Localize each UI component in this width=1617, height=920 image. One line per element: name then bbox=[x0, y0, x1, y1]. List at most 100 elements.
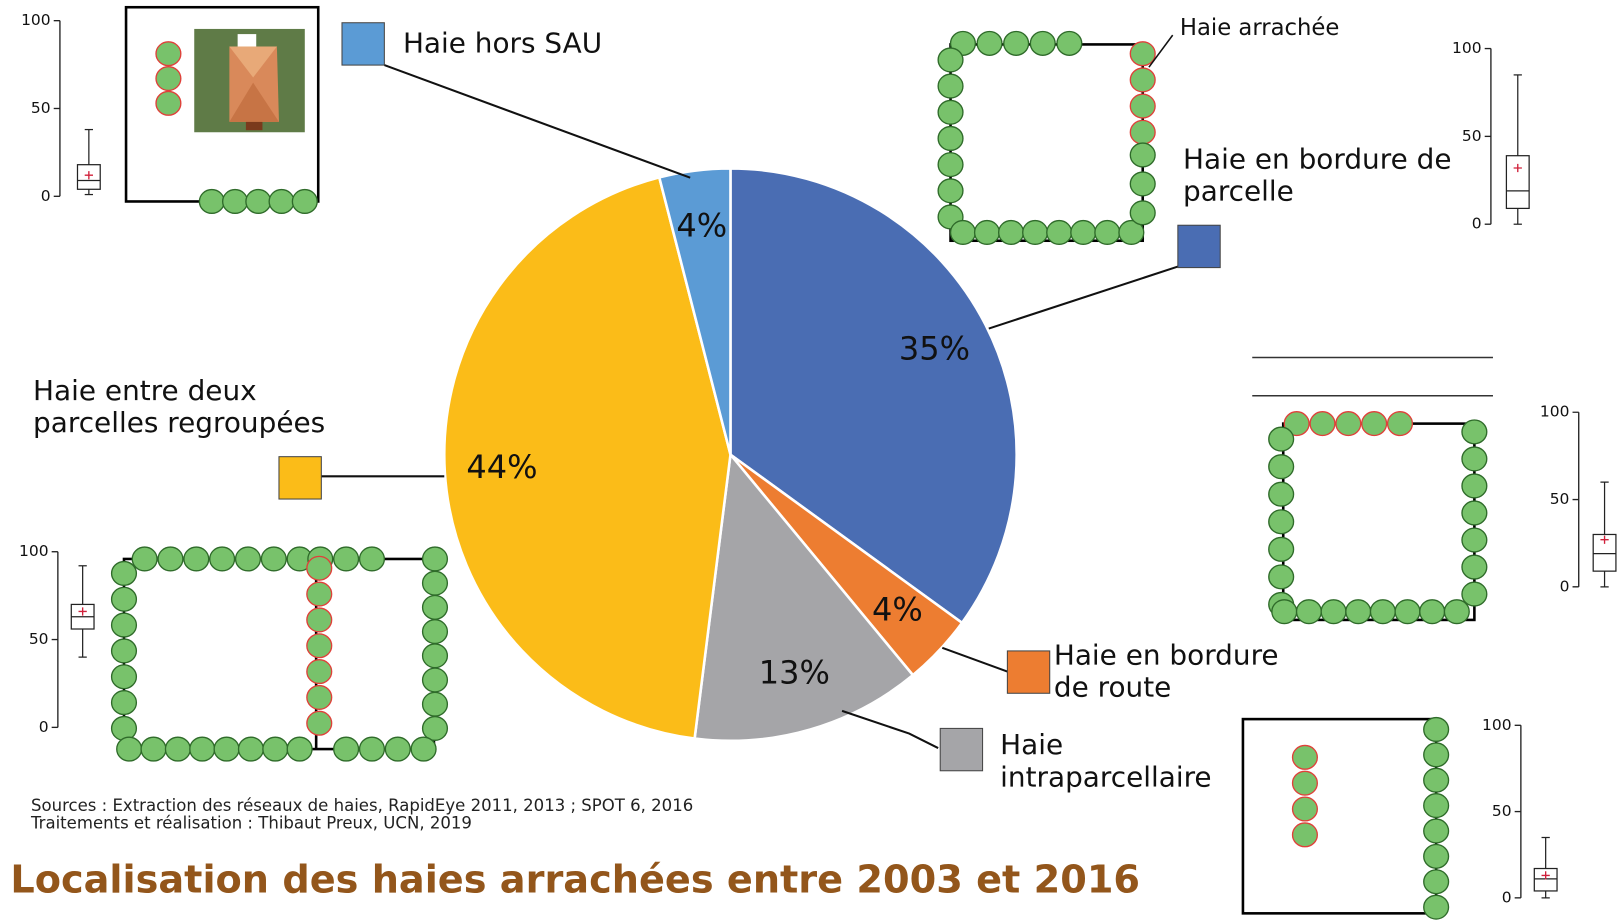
hedge-tree bbox=[976, 30, 1003, 56]
hedge-tree bbox=[1129, 67, 1156, 93]
hedge-tree bbox=[306, 659, 333, 685]
box bbox=[1533, 867, 1558, 892]
hedge-tree bbox=[1461, 446, 1488, 472]
hedge-tree bbox=[1129, 41, 1156, 67]
hedge-tree bbox=[155, 41, 182, 67]
annotation: Haie arrachée bbox=[1180, 15, 1340, 41]
hedge-tree bbox=[1046, 219, 1073, 246]
annotation-line bbox=[1148, 34, 1174, 68]
y-tick-label: 0 bbox=[1502, 888, 1512, 906]
y-tick-label: 0 bbox=[1560, 577, 1570, 595]
hedge-tree bbox=[1423, 767, 1450, 793]
hedge-tree bbox=[421, 570, 449, 596]
hedge-tree bbox=[1443, 599, 1470, 625]
hedge-tree bbox=[1461, 473, 1488, 499]
legend-label: Haie hors SAU bbox=[402, 27, 603, 60]
hedge-tree bbox=[1461, 419, 1488, 445]
hedge-tree bbox=[333, 546, 360, 572]
legend-swatch bbox=[341, 22, 385, 66]
hedge-tree bbox=[1129, 93, 1156, 119]
slice-label: 4% bbox=[676, 206, 727, 244]
hedge-tree bbox=[1461, 527, 1488, 553]
y-tick-label: 50 bbox=[1492, 802, 1512, 820]
y-tick-label: 50 bbox=[31, 99, 51, 117]
hedge-tree bbox=[1129, 142, 1156, 168]
parcel bbox=[1241, 717, 1438, 915]
slice-label: 35% bbox=[899, 330, 970, 368]
y-tick-label: 100 bbox=[1540, 403, 1570, 421]
parcel bbox=[1281, 422, 1476, 622]
hedge-tree bbox=[1423, 742, 1450, 768]
mean-marker bbox=[1513, 163, 1522, 173]
hedge-tree bbox=[1283, 411, 1310, 437]
hedge-tree bbox=[1070, 219, 1097, 246]
hedge-tree bbox=[1369, 599, 1396, 625]
hedge-tree bbox=[110, 715, 138, 741]
hedge-tree bbox=[286, 736, 313, 762]
hedge-tree bbox=[937, 73, 964, 99]
leader-line bbox=[383, 64, 691, 179]
hedge-tree bbox=[110, 638, 138, 664]
hedge-tree bbox=[1291, 796, 1319, 822]
y-tick-label: 100 bbox=[19, 542, 49, 560]
source-note: Sources : Extraction des réseaux de haie… bbox=[30, 795, 694, 816]
mean-marker bbox=[84, 171, 93, 180]
hedge-tree bbox=[1129, 200, 1156, 226]
y-tick-label: 100 bbox=[1482, 716, 1512, 734]
hedge-tree bbox=[1295, 599, 1322, 625]
hedge-tree bbox=[421, 594, 449, 620]
y-tick-label: 50 bbox=[1462, 127, 1482, 145]
box-plots: 0 50 100 0 50 100 0 50 100 0 50 100 0 50 100 bbox=[19, 11, 1617, 906]
y-tick-label: 0 bbox=[41, 187, 51, 205]
pie: 35% 4% 13% 44% 4% bbox=[278, 22, 1221, 772]
hedge-tree bbox=[410, 736, 437, 762]
hedge-tree bbox=[1394, 599, 1421, 625]
leader-line bbox=[841, 709, 939, 749]
hedge-tree bbox=[110, 612, 138, 638]
hedge-tree bbox=[421, 691, 449, 717]
hedge-tree bbox=[1345, 599, 1372, 625]
legend-swatch bbox=[1177, 224, 1221, 269]
hedge-tree bbox=[140, 736, 167, 762]
hedge-tree bbox=[421, 667, 449, 693]
legend-label: Haie en bordure de parcelle bbox=[1183, 143, 1452, 208]
hedge-tree bbox=[209, 546, 236, 572]
legend-label: Haie en bordure de route bbox=[1053, 639, 1279, 704]
hedge-tree bbox=[110, 664, 138, 690]
hedge-tree bbox=[937, 178, 964, 204]
hedge-tree bbox=[306, 633, 333, 659]
hedge-tree bbox=[268, 188, 295, 215]
hedge-tree bbox=[1129, 119, 1156, 145]
hedge-tree bbox=[1022, 219, 1049, 246]
hedge-tree bbox=[1386, 411, 1414, 437]
hedge-tree bbox=[183, 546, 210, 572]
hedge-tree bbox=[221, 188, 249, 215]
hedge-tree bbox=[1094, 219, 1121, 246]
parcel bbox=[122, 557, 436, 751]
mean-marker bbox=[1541, 871, 1550, 880]
hedge-diagrams bbox=[110, 5, 1493, 920]
hedge-tree bbox=[1309, 411, 1336, 437]
hedge-tree bbox=[1056, 30, 1083, 56]
box bbox=[1592, 533, 1617, 572]
hedge-tree bbox=[1423, 716, 1450, 742]
credit-note: Traitements et réalisation : Thibaut Pre… bbox=[30, 813, 472, 833]
hedge-tree bbox=[262, 736, 289, 762]
hedge-tree bbox=[1423, 793, 1450, 819]
hedge-tree bbox=[1291, 770, 1319, 796]
hedge-tree bbox=[306, 555, 333, 581]
hedge-tree bbox=[131, 546, 158, 572]
slice-label: 44% bbox=[466, 448, 537, 486]
hedge-tree bbox=[1268, 426, 1295, 452]
legend-swatch bbox=[939, 727, 984, 772]
hedge-tree bbox=[1361, 411, 1388, 437]
hedge-tree bbox=[1271, 599, 1298, 625]
legend-label: Haie intraparcellaire bbox=[1000, 729, 1212, 794]
hedge-tree bbox=[1268, 481, 1295, 507]
hedge-tree bbox=[1461, 581, 1488, 607]
hedge-tree bbox=[234, 546, 262, 572]
hedge-tree bbox=[937, 47, 964, 73]
house-photo bbox=[194, 28, 305, 133]
hedge-tree bbox=[1423, 818, 1450, 844]
